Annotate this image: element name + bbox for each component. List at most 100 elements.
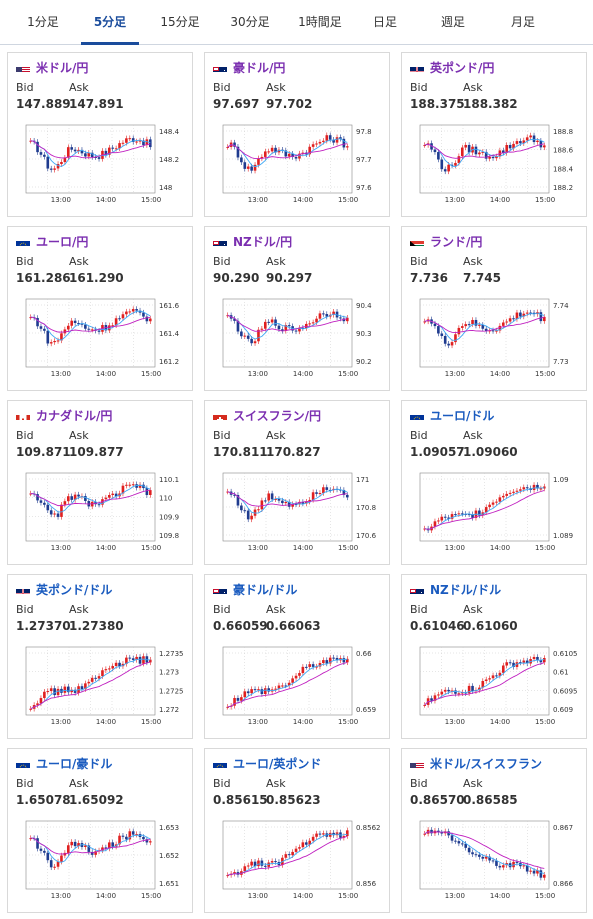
x-tick-label: 14:00 — [490, 544, 510, 552]
pair-card[interactable]: カナダドル/円 Bid Ask 109.871 109.877 110.1 110 109.9… — [7, 400, 193, 565]
candle-body — [464, 843, 468, 848]
pair-card[interactable]: 豪ドル/ドル Bid Ask 0.66059 0.66063 0.66 0.659 13:00… — [204, 574, 390, 739]
pair-card[interactable]: ユーロ/円 Bid Ask 161.286 161.290 161.6 161.4 161.2… — [7, 226, 193, 391]
tab-1[interactable]: 5分足 — [75, 0, 145, 45]
candle-body — [322, 487, 325, 494]
pair-card[interactable]: 豪ドル/円 Bid Ask 97.697 97.702 97.8 97.7 97.6 13:00… — [204, 52, 390, 217]
candle-body — [515, 861, 519, 863]
x-tick-label: 14:00 — [293, 544, 313, 552]
chart-container[interactable]: 1.09 1.089 13:00 14:00 15:00 — [412, 469, 582, 559]
chart-container[interactable]: 110.1 110 109.9 109.8 13:00 14:00 15:00 — [18, 469, 188, 559]
pair-name[interactable]: 豪ドル/ドル — [233, 583, 298, 597]
candle-body — [118, 662, 121, 667]
candle-body — [43, 502, 46, 505]
y-tick-label: 0.61 — [553, 669, 569, 677]
pair-card[interactable]: 英ポンド/円 Bid Ask 188.375 188.382 188.8 188.6 188.… — [401, 52, 587, 217]
candle-body — [484, 507, 488, 513]
pair-name[interactable]: 英ポンド/円 — [430, 61, 495, 75]
chart-container[interactable]: 161.6 161.4 161.2 13:00 14:00 15:00 — [18, 295, 188, 385]
candle-body — [84, 153, 87, 157]
candle-body — [135, 834, 138, 836]
pair-name[interactable]: スイスフラン/円 — [233, 409, 322, 423]
pair-name[interactable]: ユーロ/英ポンド — [233, 757, 322, 771]
chart-container[interactable]: 1.653 1.652 1.651 13:00 14:00 15:00 — [18, 817, 188, 907]
candle-body — [135, 656, 138, 660]
chart-container[interactable]: 7.74 7.73 13:00 14:00 15:00 — [412, 295, 582, 385]
candle-body — [304, 666, 308, 668]
bid-label: Bid — [16, 603, 34, 616]
candle-body — [226, 146, 230, 148]
candle-body — [315, 833, 318, 837]
chart-container[interactable]: 188.8 188.6 188.4 188.2 13:00 14:00 15:00 — [412, 121, 582, 211]
candle-body — [284, 325, 288, 331]
candle-body — [36, 494, 39, 501]
candle-body — [274, 861, 277, 863]
candle-body — [270, 147, 274, 152]
pair-card[interactable]: スイスフラン/円 Bid Ask 170.811 170.827 171 170.8 170.… — [204, 400, 390, 565]
tab-3[interactable]: 30分足 — [230, 15, 270, 29]
candle-body — [498, 672, 502, 676]
ask-label: Ask — [463, 81, 483, 94]
candle-body — [104, 669, 108, 671]
candle-body — [495, 156, 498, 159]
candle-body — [539, 488, 543, 490]
pair-card[interactable]: NZドル/円 Bid Ask 90.290 90.297 90.4 90.3 90.2 13:0… — [204, 226, 390, 391]
candle-body — [423, 833, 427, 835]
candle-body — [294, 848, 298, 852]
candle-body — [491, 502, 495, 505]
candlestick-chart: 1.09 1.089 13:00 14:00 15:00 — [419, 472, 573, 552]
pair-name[interactable]: NZドル/円 — [233, 235, 293, 249]
candle-body — [515, 662, 519, 667]
pair-name[interactable]: 米ドル/スイスフラン — [430, 757, 543, 771]
candle-body — [491, 675, 495, 679]
chart-container[interactable]: 0.66 0.659 13:00 14:00 15:00 — [215, 643, 385, 733]
pair-card[interactable]: ランド/円 Bid Ask 7.736 7.745 7.74 7.73 13:00 14:00 1… — [401, 226, 587, 391]
chart-container[interactable]: 97.8 97.7 97.6 13:00 14:00 15:00 — [215, 121, 385, 211]
pair-card[interactable]: 米ドル/スイスフラン Bid Ask 0.86570 0.86585 0.867 0.866… — [401, 748, 587, 913]
chart-container[interactable]: 90.4 90.3 90.2 13:00 14:00 15:00 — [215, 295, 385, 385]
pair-name[interactable]: ランド/円 — [430, 235, 483, 249]
candle-body — [73, 841, 77, 847]
chart-container[interactable]: 0.8562 0.856 13:00 14:00 15:00 — [215, 817, 385, 907]
candle-body — [322, 140, 325, 142]
chart-container[interactable]: 148.4 148.2 148 13:00 14:00 15:00 — [18, 121, 188, 211]
candle-body — [128, 311, 132, 313]
tab-7[interactable]: 月足 — [510, 15, 535, 29]
candle-body — [539, 870, 543, 878]
pair-name[interactable]: 米ドル/円 — [36, 61, 89, 75]
tab-2[interactable]: 15分足 — [160, 15, 200, 29]
pair-name[interactable]: ユーロ/円 — [36, 235, 89, 249]
pair-name[interactable]: カナダドル/円 — [36, 409, 113, 423]
pair-name[interactable]: ユーロ/ドル — [430, 409, 495, 423]
candle-body — [90, 152, 94, 158]
chart-container[interactable]: 171 170.8 170.6 13:00 14:00 15:00 — [215, 469, 385, 559]
y-tick-label: 0.867 — [553, 824, 573, 832]
pair-name[interactable]: 豪ドル/円 — [233, 61, 286, 75]
chart-container[interactable]: 0.867 0.866 13:00 14:00 15:00 — [412, 817, 582, 907]
pair-name[interactable]: 英ポンド/ドル — [36, 583, 113, 597]
chart-container[interactable]: 1.2735 1.273 1.2725 1.272 13:00 14:00 15:00 — [18, 643, 188, 733]
pair-card[interactable]: ユーロ/ドル Bid Ask 1.09057 1.09060 1.09 1.089 13:00… — [401, 400, 587, 565]
candle-body — [56, 164, 60, 169]
candle-body — [481, 856, 485, 859]
candle-body — [270, 861, 274, 863]
tab-6[interactable]: 週足 — [440, 15, 465, 29]
pair-card[interactable]: ユーロ/英ポンド Bid Ask 0.85615 0.85623 0.8562 0.856 1… — [204, 748, 390, 913]
candle-body — [318, 663, 322, 667]
pair-card[interactable]: 米ドル/円 Bid Ask 147.889 147.891 148.4 148.2 148 13… — [7, 52, 193, 217]
chart-container[interactable]: 0.6105 0.61 0.6095 0.609 13:00 14:00 15:00 — [412, 643, 582, 733]
ask-label: Ask — [266, 429, 286, 442]
candle-body — [339, 317, 342, 319]
tab-0[interactable]: 1分足 — [27, 15, 59, 29]
pair-name[interactable]: ユーロ/豪ドル — [36, 757, 113, 771]
candle-body — [430, 829, 433, 834]
tab-5[interactable]: 日足 — [372, 15, 397, 29]
tab-4[interactable]: 1時間足 — [298, 15, 342, 29]
y-tick-label: 188.4 — [553, 165, 574, 173]
pair-name[interactable]: NZドル/ドル — [430, 583, 502, 597]
candle-body — [250, 689, 253, 694]
x-tick-label: 15:00 — [338, 892, 358, 900]
pair-card[interactable]: 英ポンド/ドル Bid Ask 1.27370 1.27380 1.2735 1.273 1.… — [7, 574, 193, 739]
pair-card[interactable]: ユーロ/豪ドル Bid Ask 1.65078 1.65092 1.653 1.652 1.6… — [7, 748, 193, 913]
pair-card[interactable]: NZドル/ドル Bid Ask 0.61046 0.61060 0.6105 0.61 0.6… — [401, 574, 587, 739]
